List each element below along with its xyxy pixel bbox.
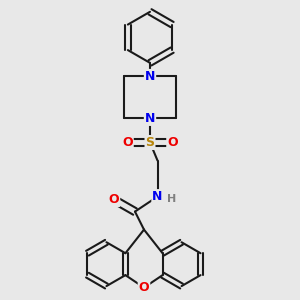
Text: N: N xyxy=(145,112,155,125)
Text: N: N xyxy=(152,190,163,203)
Text: O: O xyxy=(122,136,133,149)
Text: O: O xyxy=(139,281,149,294)
Text: O: O xyxy=(109,193,119,206)
Text: O: O xyxy=(167,136,178,149)
Text: S: S xyxy=(146,136,154,149)
Text: H: H xyxy=(167,194,176,204)
Text: N: N xyxy=(145,70,155,83)
